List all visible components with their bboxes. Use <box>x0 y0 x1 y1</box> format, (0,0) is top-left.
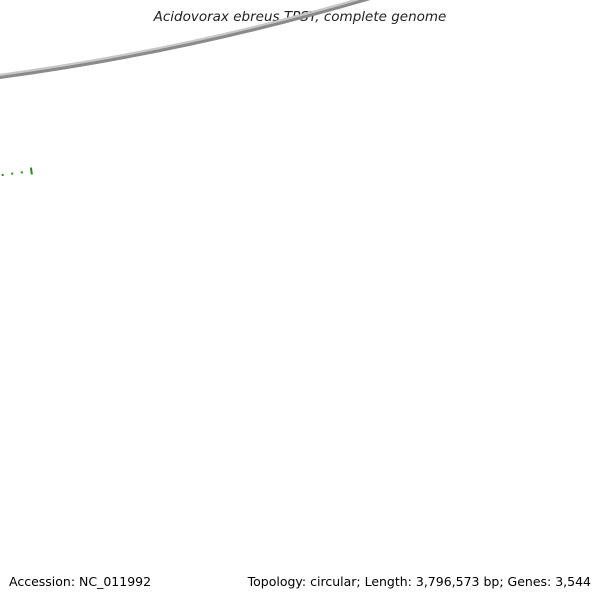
outer-major-ticks <box>29 167 33 175</box>
accession-label: Accession: NC_011992 <box>9 574 152 589</box>
major-tick <box>29 167 33 175</box>
backbone-shadow <box>0 0 361 77</box>
genome-summary-label: Topology: circular; Length: 3,796,573 bp… <box>247 574 591 589</box>
outer-tick-ring <box>1 171 23 177</box>
inner-major-ticks <box>0 0 5 7</box>
